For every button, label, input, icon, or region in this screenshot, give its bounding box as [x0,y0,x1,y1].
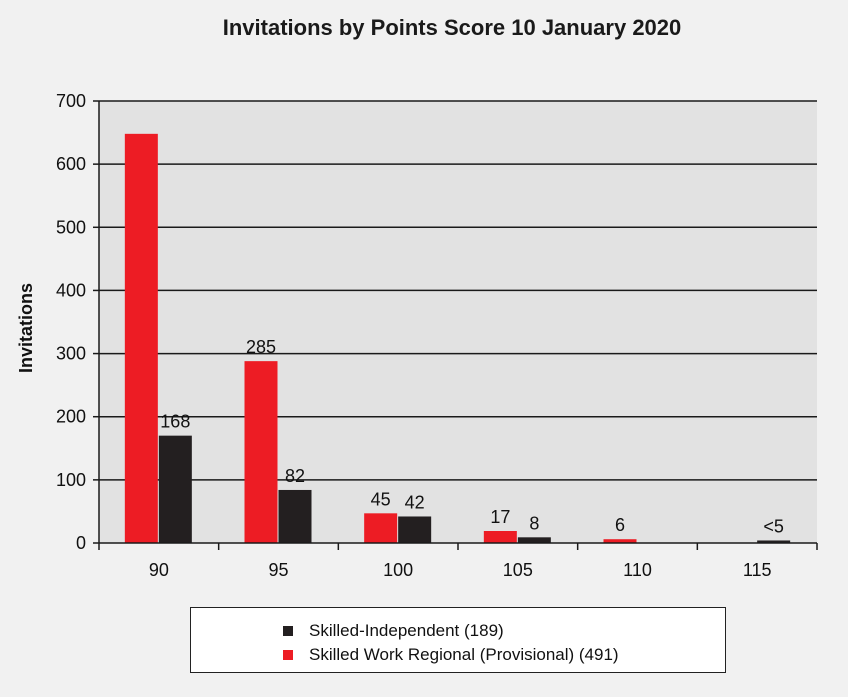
y-tick-label: 400 [56,280,86,300]
plot-area [99,101,817,543]
y-tick-label: 0 [76,533,86,553]
y-tick-label: 100 [56,470,86,490]
y-tick-label: 500 [56,217,86,237]
x-tick-label: 90 [149,560,169,580]
legend-swatch-red [283,650,293,660]
axes: 0 100 200 300 400 500 600 700 90 95 100 105 110 115 [56,91,818,580]
bar-skilled-work-regional [244,361,278,543]
data-label: 45 [371,489,391,509]
legend-item-skilled-work-regional: Skilled Work Regional (Provisional) (491… [283,644,619,666]
grid-lines [99,100,817,481]
data-label: 168 [160,412,190,432]
data-label: 42 [405,492,425,512]
bar-skilled-independent [398,516,432,543]
bar-skilled-work-regional [364,513,398,543]
bar-skilled-independent [517,537,551,543]
y-tick-label: 700 [56,91,86,111]
data-label: 285 [246,337,276,357]
legend-swatch-black [283,626,293,636]
x-tick-label: 100 [383,560,413,580]
bars [124,133,791,543]
legend-label: Skilled-Independent (189) [309,621,504,640]
bar-skilled-independent [278,489,312,543]
bar-skilled-independent [757,540,791,543]
y-tick-label: 300 [56,344,86,364]
legend-item-skilled-independent: Skilled-Independent (189) [283,620,504,642]
x-tick-label: 95 [268,560,288,580]
x-tick-label: 110 [623,560,652,580]
x-tick-label: 115 [743,560,772,580]
bar-skilled-work-regional [124,133,158,543]
y-axis-label: Invitations [16,283,36,373]
chart-title: Invitations by Points Score 10 January 2… [223,15,682,40]
y-tick-label: 200 [56,407,86,427]
data-label: 6 [615,515,625,535]
y-tick-label: 600 [56,154,86,174]
data-label: 82 [285,466,305,486]
bar-skilled-work-regional [483,531,517,543]
data-labels: 285 45 17 6 168 82 42 8 <5 [160,337,784,536]
x-tick-label: 105 [503,560,533,580]
legend: Skilled-Independent (189) Skilled Work R… [190,607,726,673]
legend-label: Skilled Work Regional (Provisional) (491… [309,645,619,664]
bar-skilled-independent [158,435,192,543]
data-label: <5 [763,516,784,536]
data-label: 8 [529,513,539,533]
data-label: 17 [490,507,510,527]
bar-skilled-work-regional [603,539,637,543]
